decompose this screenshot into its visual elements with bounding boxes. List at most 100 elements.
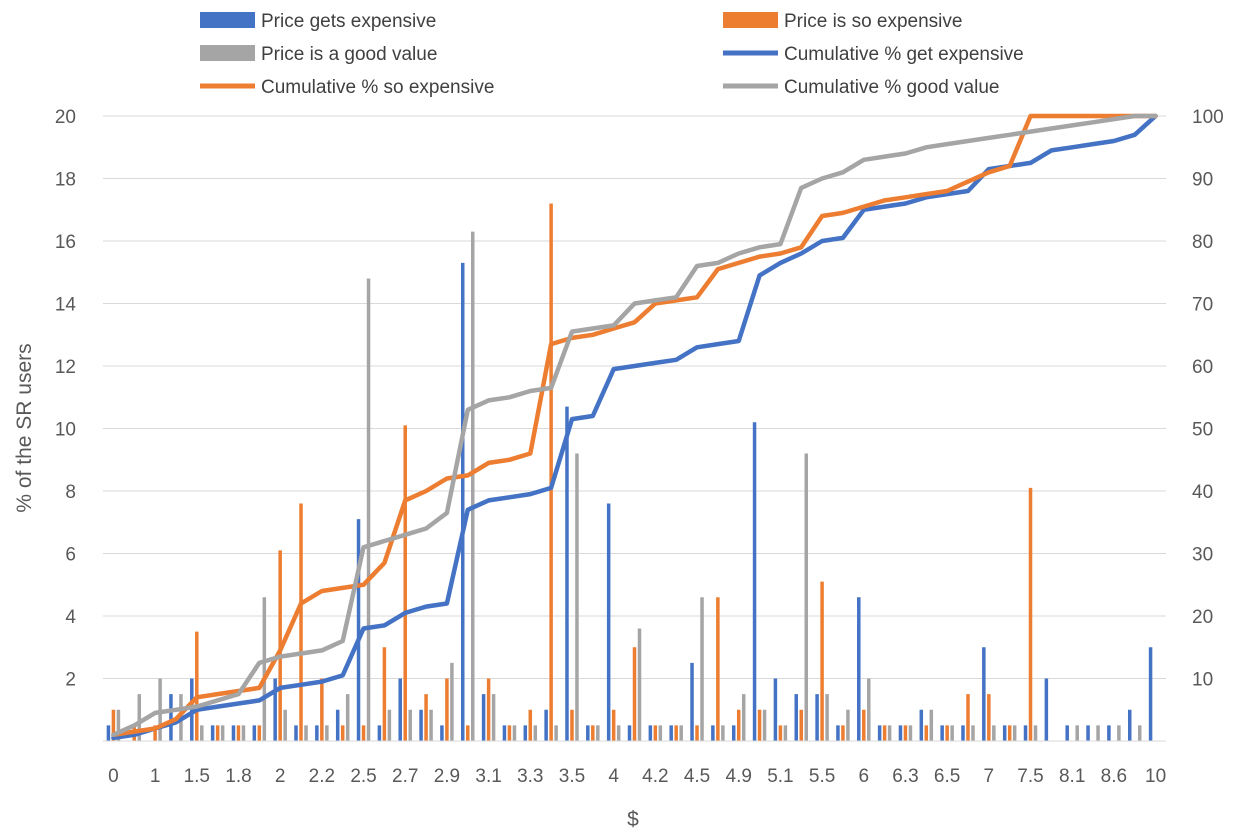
y-tick-label: 8	[65, 482, 76, 503]
bar	[200, 725, 204, 741]
bar	[215, 725, 220, 741]
bar	[627, 725, 632, 741]
bar	[992, 725, 996, 741]
bar	[695, 725, 699, 741]
bar	[366, 278, 371, 741]
bar	[481, 694, 486, 741]
bar	[1096, 725, 1100, 741]
bar	[716, 597, 720, 741]
x-tick-label: 5.5	[809, 766, 835, 787]
x-tick-label: 2.7	[392, 766, 418, 787]
x-tick-label: 4	[608, 766, 619, 787]
series-line	[111, 113, 1158, 738]
x-tick-label: 4.2	[642, 766, 668, 787]
x-tick-label: 0	[108, 766, 119, 787]
bar	[846, 709, 850, 741]
bar	[611, 709, 616, 741]
gridlines	[103, 115, 1166, 679]
legend-label: Price gets expensive	[261, 11, 436, 32]
bar	[700, 597, 704, 741]
bar	[361, 725, 366, 741]
bar	[862, 709, 866, 741]
bar	[982, 647, 986, 741]
bar	[950, 725, 954, 741]
y2-tick-label: 50	[1192, 420, 1213, 441]
bar	[674, 725, 678, 741]
y-tick-label: 14	[55, 295, 77, 316]
y-tick-label: 20	[55, 107, 76, 128]
bar	[502, 725, 507, 741]
x-tick-label: 8.1	[1059, 766, 1085, 787]
bar	[398, 678, 402, 741]
legend-swatch	[200, 12, 255, 28]
bar	[1127, 709, 1132, 741]
bar	[507, 725, 512, 741]
bar	[424, 694, 428, 741]
bar	[877, 725, 882, 741]
bar	[220, 725, 225, 741]
bar	[778, 725, 783, 741]
x-tick-label: 8.6	[1101, 766, 1127, 787]
bar	[466, 725, 470, 741]
bar	[528, 709, 533, 741]
y2-tick-label: 70	[1192, 295, 1213, 316]
x-tick-label: 2.2	[309, 766, 335, 787]
y2-tick-label: 10	[1192, 670, 1213, 691]
bar	[836, 725, 840, 741]
bar	[653, 725, 658, 741]
x-axis-title: $	[627, 808, 639, 831]
bar	[512, 725, 517, 741]
x-tick-label: 5.1	[767, 766, 793, 787]
bar	[961, 725, 965, 741]
bar	[929, 709, 934, 741]
y2-tick-label: 40	[1192, 482, 1213, 503]
y-tick-label: 4	[65, 607, 76, 628]
bar	[210, 725, 215, 741]
bar	[711, 725, 715, 741]
bar	[523, 725, 528, 741]
bar	[1012, 725, 1017, 741]
y-tick-label: 18	[55, 170, 76, 191]
bar	[1044, 678, 1049, 741]
bar	[106, 725, 111, 741]
bar	[1002, 725, 1007, 741]
legend-label: Price is a good value	[261, 44, 437, 65]
series-line	[111, 113, 1158, 741]
bar	[382, 647, 387, 741]
y2-tick-label: 20	[1192, 607, 1213, 628]
bar	[815, 694, 819, 741]
x-tick-label: 1.5	[184, 766, 210, 787]
bar	[1065, 725, 1069, 741]
bar	[908, 725, 913, 741]
bar	[825, 694, 829, 741]
x-tick-label: 3.5	[559, 766, 585, 787]
bar	[762, 709, 767, 741]
bar	[304, 725, 308, 741]
bar	[1033, 725, 1038, 741]
bar	[679, 725, 683, 741]
series-line	[111, 113, 1158, 738]
bar	[591, 725, 595, 741]
bar	[971, 725, 975, 741]
x-tick-label: 1	[150, 766, 161, 787]
bar	[1148, 647, 1153, 741]
bar	[794, 694, 798, 741]
bar	[669, 725, 673, 741]
bar	[898, 725, 903, 741]
x-tick-label: 3.1	[475, 766, 501, 787]
bar	[1117, 725, 1121, 741]
x-tick-label: 1.8	[225, 766, 251, 787]
x-tick-label: 6	[858, 766, 869, 787]
bar	[731, 725, 736, 741]
bar	[325, 725, 329, 741]
y-tick-label: 10	[55, 420, 76, 441]
bar	[320, 678, 324, 741]
bar	[486, 678, 491, 741]
bar	[544, 709, 548, 741]
bar	[387, 709, 392, 741]
x-tick-label: 6.5	[934, 766, 960, 787]
y-tick-label: 12	[55, 357, 76, 378]
bar	[1137, 725, 1142, 741]
